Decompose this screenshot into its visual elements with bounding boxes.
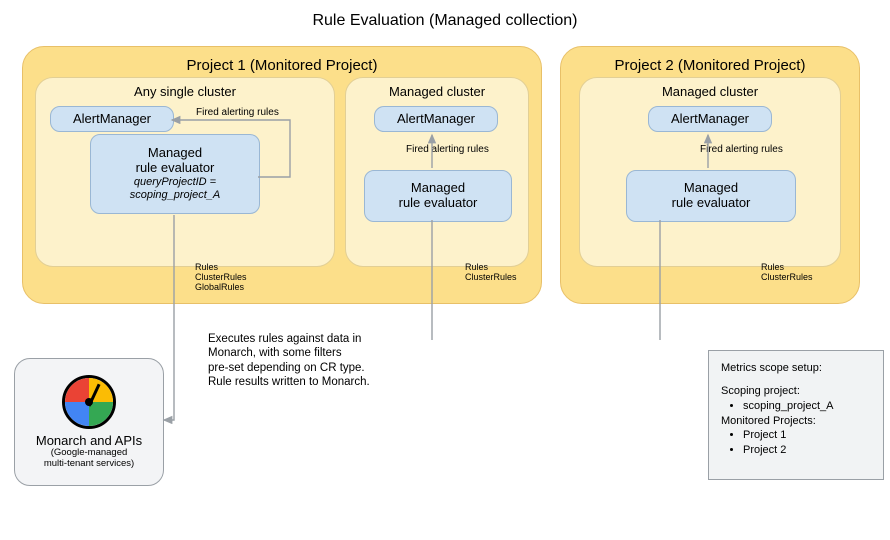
monitored-projects-list: Project 1 Project 2 xyxy=(721,428,871,458)
alertmanager-label: AlertManager xyxy=(73,112,151,127)
rules-line: ClusterRules xyxy=(761,273,813,283)
monitored-projects-label: Monitored Projects: xyxy=(721,414,871,429)
fired-label-2: Fired alerting rules xyxy=(700,144,783,155)
alertmanager-node-2: AlertManager xyxy=(648,106,772,132)
fired-label-1a: Fired alerting rules xyxy=(196,107,279,118)
cluster-managed-1: Managed cluster AlertManager Managed rul… xyxy=(345,77,529,267)
project-1-title: Project 1 (Monitored Project) xyxy=(35,57,529,74)
rule-evaluator-node-1b: Managed rule evaluator xyxy=(364,170,512,222)
exec-line: Executes rules against data in xyxy=(208,332,370,346)
project-2-title: Project 2 (Monitored Project) xyxy=(573,57,847,74)
monitored-project-item: Project 1 xyxy=(743,428,871,443)
cluster-managed-2: Managed cluster AlertManager Managed rul… xyxy=(579,77,841,267)
alertmanager-label: AlertManager xyxy=(397,112,475,127)
rules-line: GlobalRules xyxy=(195,283,247,293)
rules-line: ClusterRules xyxy=(465,273,517,283)
metrics-scope-box: Metrics scope setup: Scoping project: sc… xyxy=(708,350,884,480)
rules-list-1b: Rules ClusterRules xyxy=(465,263,517,283)
exec-line: Rule results written to Monarch. xyxy=(208,375,370,389)
monitored-project-item: Project 2 xyxy=(743,443,871,458)
scope-heading: Metrics scope setup: xyxy=(721,361,871,376)
alertmanager-label: AlertManager xyxy=(671,112,749,127)
cluster-any-single: Any single cluster AlertManager Managed … xyxy=(35,77,335,267)
monarch-sub2: multi-tenant services) xyxy=(44,459,134,469)
fired-label-1b: Fired alerting rules xyxy=(406,144,489,155)
rules-list-1a: Rules ClusterRules GlobalRules xyxy=(195,263,247,293)
eval-line1: Managed xyxy=(684,181,738,196)
alertmanager-node-1b: AlertManager xyxy=(374,106,498,132)
exec-line: pre-set depending on CR type. xyxy=(208,361,370,375)
eval-line1: Managed xyxy=(148,146,202,161)
gauge-icon xyxy=(62,375,116,429)
monarch-apis-box: Monarch and APIs (Google-managed multi-t… xyxy=(14,358,164,486)
rule-evaluator-node-2: Managed rule evaluator xyxy=(626,170,796,222)
eval-line2: rule evaluator xyxy=(672,196,751,211)
eval-sub2: scoping_project_A xyxy=(130,189,221,202)
rules-list-2: Rules ClusterRules xyxy=(761,263,813,283)
alertmanager-node-1a: AlertManager xyxy=(50,106,174,132)
eval-sub1: queryProjectID = xyxy=(134,176,216,189)
scoping-project-label: Scoping project: xyxy=(721,384,871,399)
cluster-any-single-title: Any single cluster xyxy=(44,84,326,99)
project-2: Project 2 (Monitored Project) Managed cl… xyxy=(560,46,860,304)
scoping-project-list: scoping_project_A xyxy=(721,399,871,414)
exec-description: Executes rules against data in Monarch, … xyxy=(208,332,370,390)
eval-line1: Managed xyxy=(411,181,465,196)
eval-line2: rule evaluator xyxy=(399,196,478,211)
diagram-title: Rule Evaluation (Managed collection) xyxy=(0,0,890,40)
scoping-project-item: scoping_project_A xyxy=(743,399,871,414)
monarch-sub1: (Google-managed xyxy=(51,448,128,458)
diagram-canvas: Project 1 (Monitored Project) Any single… xyxy=(0,40,890,500)
project-1: Project 1 (Monitored Project) Any single… xyxy=(22,46,542,304)
monarch-title: Monarch and APIs xyxy=(36,433,142,448)
cluster-managed-1-title: Managed cluster xyxy=(354,84,520,99)
eval-line2: rule evaluator xyxy=(136,161,215,176)
cluster-managed-2-title: Managed cluster xyxy=(588,84,832,99)
rule-evaluator-node-1a: Managed rule evaluator queryProjectID = … xyxy=(90,134,260,214)
exec-line: Monarch, with some filters xyxy=(208,346,370,360)
